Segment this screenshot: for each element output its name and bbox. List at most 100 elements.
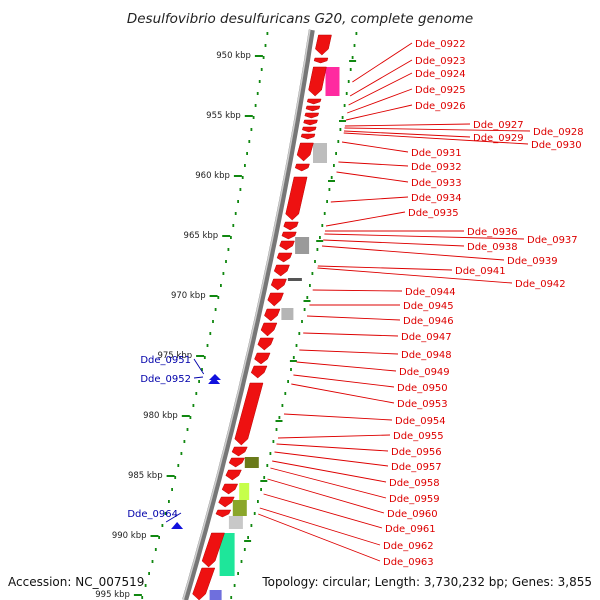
ruler-tick <box>328 180 335 182</box>
gene-label[interactable]: Dde_0955 <box>393 431 444 442</box>
ruler-dot <box>250 128 253 131</box>
backbone-line <box>182 29 315 600</box>
gene-label[interactable]: Dde_0950 <box>397 383 448 394</box>
ruler-dot <box>247 536 249 539</box>
ruler-dot <box>262 56 265 59</box>
ruler-dot <box>241 176 244 179</box>
gene-label[interactable]: Dde_0953 <box>397 399 448 410</box>
ruler-dot <box>257 500 259 503</box>
gene-label[interactable]: Dde_0958 <box>389 478 440 489</box>
ruler-dot <box>189 416 192 419</box>
gene-label[interactable]: Dde_0961 <box>385 524 436 535</box>
ruler-dot <box>272 440 275 443</box>
backbone-highlight <box>182 29 311 600</box>
ruler-dot <box>233 584 236 587</box>
gene-label[interactable]: Dde_0928 <box>533 127 584 138</box>
gene-label[interactable]: Dde_0960 <box>387 509 438 520</box>
gene-label[interactable]: Dde_0957 <box>391 462 442 473</box>
ruler-dot <box>214 308 217 311</box>
gene-label[interactable]: Dde_0934 <box>411 193 462 204</box>
label-callout-line <box>306 315 401 321</box>
ruler-tick <box>133 594 142 596</box>
ruler-dot <box>260 68 263 71</box>
ruler-dot <box>212 320 214 323</box>
ruler-dot <box>244 164 246 167</box>
label-callout-line <box>263 493 383 529</box>
gene-label[interactable]: Dde_0925 <box>415 85 466 96</box>
ruler-dot <box>266 32 269 35</box>
ruler-dot <box>220 284 222 287</box>
gene-label[interactable]: Dde_0924 <box>415 69 466 80</box>
gene-label[interactable]: Dde_0933 <box>411 178 462 189</box>
label-callout-line <box>338 161 409 167</box>
gene-label[interactable]: Dde_0945 <box>403 301 454 312</box>
ruler-dot <box>333 164 335 167</box>
gene-label[interactable]: Dde_0964 <box>127 509 178 520</box>
label-callout-line <box>193 358 205 375</box>
label-callout-line <box>349 59 413 97</box>
gene-label[interactable]: Dde_0931 <box>411 148 462 159</box>
ruler-dot <box>266 464 269 467</box>
gene-label[interactable]: Dde_0939 <box>507 256 558 267</box>
gene-label[interactable]: Dde_0930 <box>531 140 582 151</box>
label-callout-line <box>270 467 387 499</box>
ruler-tick <box>303 300 311 302</box>
ruler-dot <box>246 152 248 155</box>
gene-label[interactable]: Dde_0922 <box>415 39 466 50</box>
ruler-dot <box>323 212 326 215</box>
map-title: Desulfovibrio desulfuricans G20, complet… <box>127 11 473 27</box>
gene-label[interactable]: Dde_0963 <box>383 557 434 568</box>
label-callout-line <box>347 88 413 114</box>
gene-label[interactable]: Dde_0956 <box>391 447 442 458</box>
ruler-dot <box>256 92 259 95</box>
gene-label[interactable]: Dde_0947 <box>401 332 452 343</box>
gene-label[interactable]: Dde_0935 <box>408 208 459 219</box>
gene-label[interactable]: Dde_0954 <box>395 416 446 427</box>
reverse-gene-arrow <box>209 374 221 380</box>
label-callout-line <box>317 265 453 271</box>
gene-label[interactable]: Dde_0942 <box>515 279 566 290</box>
gene-label[interactable]: Dde_0944 <box>405 287 456 298</box>
forward-gene-arrow <box>306 98 322 105</box>
ruler-dot <box>295 344 298 347</box>
gene-label[interactable]: Dde_0923 <box>415 56 466 67</box>
kbp-ruler: 950 kbp 955 kbp 960 kbp 965 kbp 970 kbp 975 k… <box>95 32 358 600</box>
ruler-dot <box>240 560 243 563</box>
gene-label[interactable]: Dde_0927 <box>473 120 524 131</box>
gene-label[interactable]: Dde_0951 <box>140 355 191 366</box>
gene-label[interactable]: Dde_0946 <box>403 316 454 327</box>
gene-label[interactable]: Dde_0962 <box>383 541 434 552</box>
label-callout-line <box>352 42 413 83</box>
forward-gene-arrow <box>221 483 239 495</box>
gene-label[interactable]: Dde_0929 <box>473 133 524 144</box>
ruler-dot <box>161 524 164 527</box>
ruler-dot <box>239 188 242 191</box>
gene-label[interactable]: Dde_0938 <box>467 242 518 253</box>
gene-label[interactable]: Dde_0936 <box>467 227 518 238</box>
gene-label[interactable]: Dde_0941 <box>455 266 506 277</box>
ruler-dot <box>343 104 346 107</box>
forward-gene-arrow <box>296 142 314 162</box>
gene-label[interactable]: Dde_0952 <box>140 374 191 385</box>
ruler-dot <box>311 272 314 275</box>
ruler-dot <box>353 44 356 47</box>
ruler-dot <box>253 512 256 515</box>
forward-gene-arrow <box>234 382 264 446</box>
topology-text: Topology: circular; Length: 3,730,232 bp… <box>261 575 592 589</box>
label-callout-line <box>296 361 397 372</box>
ruler-dot <box>316 248 319 251</box>
gene-label[interactable]: Dde_0949 <box>399 367 450 378</box>
ruler-dot <box>314 260 316 263</box>
ruler-dot <box>309 284 311 287</box>
gene-label[interactable]: Dde_0959 <box>389 494 440 505</box>
gene-label[interactable]: Dde_0926 <box>415 101 466 112</box>
forward-gene-arrow <box>218 496 235 508</box>
gene-label[interactable]: Dde_0932 <box>411 162 462 173</box>
gene-label[interactable]: Dde_0948 <box>401 350 452 361</box>
label-callout-line <box>283 413 393 421</box>
ruler-tick <box>222 235 231 237</box>
reverse-gene-arrow <box>208 377 221 384</box>
genome-backbone <box>182 29 315 600</box>
gene-label[interactable]: Dde_0937 <box>527 235 578 246</box>
ruler-dot <box>198 380 200 383</box>
